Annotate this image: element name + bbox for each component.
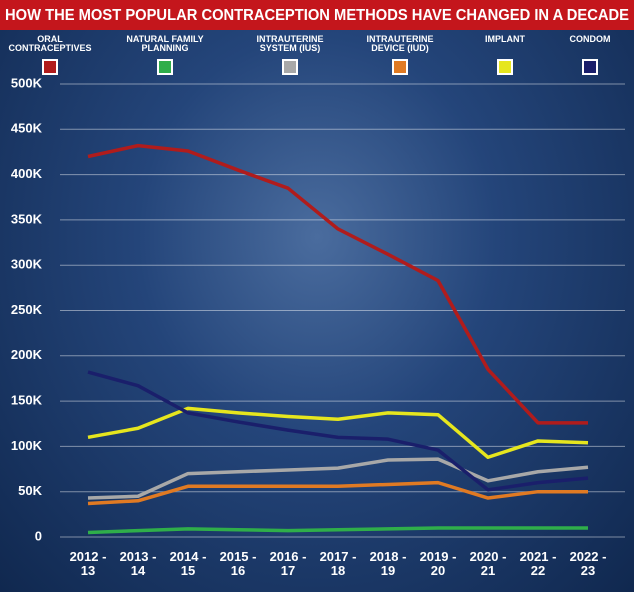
legend-label: NATURAL FAMILY PLANNING xyxy=(126,34,204,54)
legend-swatch xyxy=(497,59,513,75)
legend-label: INTRAUTERINE SYSTEM (IUS) xyxy=(256,34,324,54)
x-tick-label: 2012 - 13 xyxy=(69,549,107,578)
y-tick-label: 100K xyxy=(11,438,43,453)
series-line xyxy=(87,457,589,500)
y-tick-label: 300K xyxy=(11,257,43,272)
legend-label: IMPLANT xyxy=(485,34,525,44)
chart-title: HOW THE MOST POPULAR CONTRACEPTION METHO… xyxy=(5,7,629,24)
y-tick-label: 450K xyxy=(11,121,43,136)
x-tick-label: 2020 - 21 xyxy=(469,549,507,578)
x-tick-label: 2019 - 20 xyxy=(419,549,457,578)
legend-label: INTRAUTERINE DEVICE (IUD) xyxy=(366,34,434,54)
y-tick-label: 500K xyxy=(11,75,43,90)
legend-swatch xyxy=(392,59,408,75)
x-tick-label: 2017 - 18 xyxy=(319,549,357,578)
y-tick-label: 400K xyxy=(11,166,43,181)
x-tick-label: 2014 - 15 xyxy=(169,549,207,578)
y-tick-label: 250K xyxy=(11,302,43,317)
legend-swatch xyxy=(582,59,598,75)
x-tick-label: 2021 - 22 xyxy=(519,549,557,578)
y-tick-label: 0 xyxy=(35,528,42,543)
y-tick-label: 50K xyxy=(18,483,42,498)
y-tick-label: 350K xyxy=(11,211,43,226)
series-line xyxy=(87,480,588,506)
x-tick-label: 2013 - 14 xyxy=(119,549,157,578)
series-line xyxy=(87,143,588,425)
x-tick-label: 2018 - 19 xyxy=(369,549,407,578)
series-line xyxy=(87,406,589,460)
x-tick-label: 2022 - 23 xyxy=(569,549,607,578)
legend-swatch xyxy=(157,59,173,75)
x-tick-label: 2016 - 17 xyxy=(269,549,307,578)
y-tick-label: 200K xyxy=(11,347,43,362)
x-tick-label: 2015 - 16 xyxy=(219,549,257,578)
series-line xyxy=(87,370,589,492)
legend-label: ORAL CONTRACEPTIVES xyxy=(8,34,92,54)
y-tick-label: 150K xyxy=(11,393,43,408)
legend-swatch xyxy=(42,59,58,75)
title-bar xyxy=(0,0,634,30)
legend-swatch xyxy=(282,59,298,75)
legend-label: CONDOM xyxy=(569,34,611,44)
series-line xyxy=(87,526,588,535)
